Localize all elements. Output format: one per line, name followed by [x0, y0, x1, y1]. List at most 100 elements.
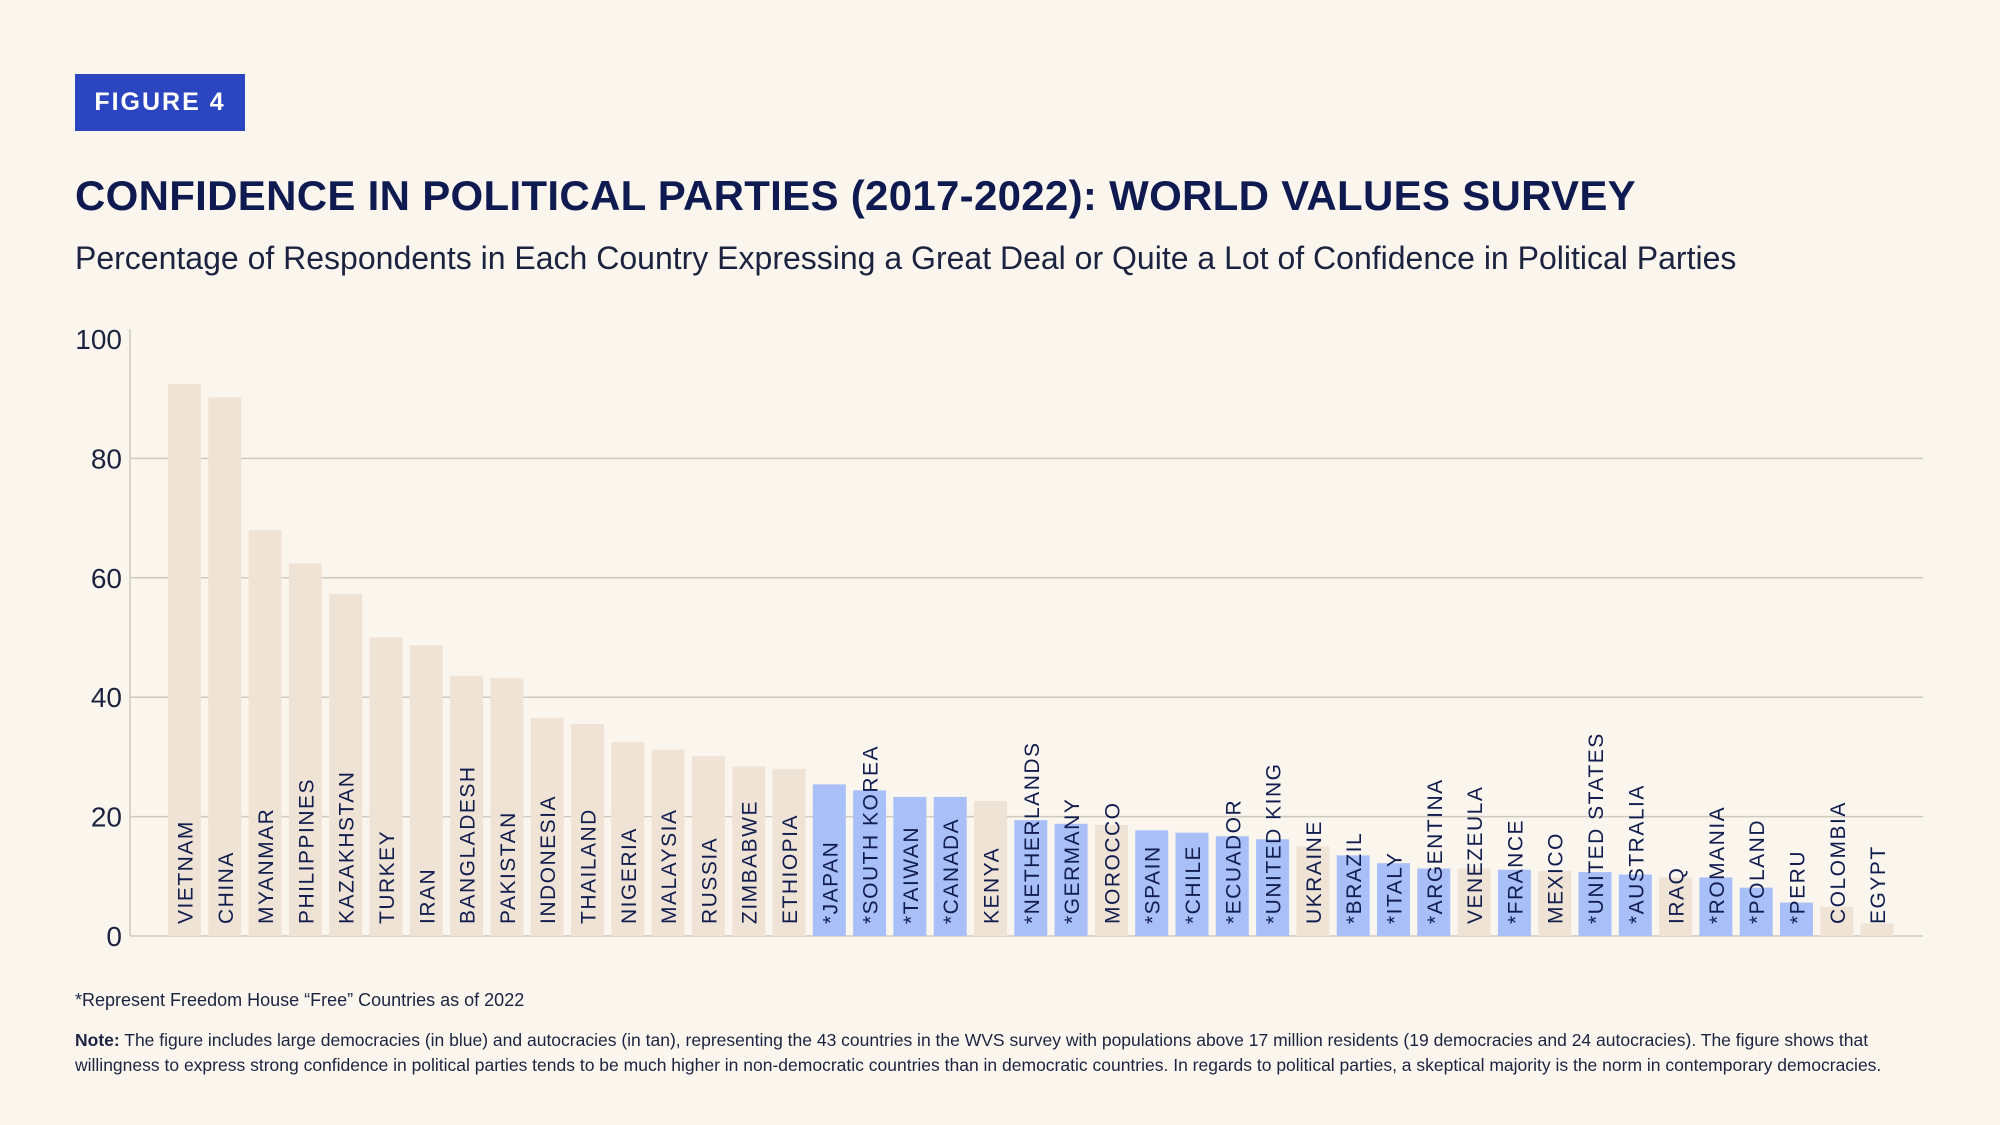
bar-malaysia: [651, 749, 685, 936]
bar-united-king: [1256, 839, 1290, 936]
bar-canada: [933, 796, 967, 936]
bar-pakistan: [490, 678, 524, 936]
x-tick-label: *SPAIN: [1142, 845, 1165, 924]
x-tick-label: *TAIWAN: [900, 826, 923, 924]
bar-netherlands: [1014, 820, 1048, 936]
x-tick-label: *CHILE: [1182, 845, 1205, 924]
bar-france: [1497, 869, 1531, 936]
x-tick-label: KENYA: [981, 847, 1004, 924]
x-tick-label: TURKEY: [376, 830, 399, 924]
x-tick-label: ETHIOPIA: [779, 814, 802, 924]
bar-zimbabwe: [732, 766, 766, 936]
x-tick-label: *NETHERLANDS: [1021, 741, 1044, 924]
bar-peru: [1780, 902, 1813, 936]
x-tick-label: ZIMBABWE: [739, 800, 762, 924]
x-tick-label: PAKISTAN: [497, 811, 520, 924]
chart-title: CONFIDENCE IN POLITICAL PARTIES (2017-20…: [75, 172, 1636, 219]
x-tick-label: RUSSIA: [698, 837, 721, 924]
x-tick-label: *BRAZIL: [1343, 832, 1366, 924]
y-tick-label: 20: [91, 802, 122, 833]
bar-poland: [1739, 887, 1773, 936]
x-tick-label: *ROMANIA: [1706, 806, 1729, 924]
bar-germany: [1054, 823, 1088, 936]
x-tick-label: *GERMANY: [1061, 798, 1084, 924]
note-text: The figure includes large democracies (i…: [75, 1030, 1882, 1075]
note: Note: The figure includes large democrac…: [75, 1028, 1935, 1078]
x-tick-label: *JAPAN: [819, 841, 842, 924]
y-tick-label: 80: [91, 443, 122, 474]
x-tick-label: MALAYSIA: [658, 809, 681, 924]
bar-brazil: [1336, 855, 1370, 936]
bar-venezeula: [1457, 868, 1491, 936]
x-tick-label: BANGLADESH: [457, 765, 480, 924]
x-tick-label: *ITALY: [1384, 852, 1407, 924]
bar-taiwan: [893, 796, 927, 936]
x-tick-label: *SOUTH KOREA: [860, 745, 883, 924]
bar-morocco: [1094, 824, 1128, 936]
y-tick-label: 100: [75, 324, 122, 355]
note-label: Note:: [75, 1030, 120, 1050]
bar-russia: [691, 756, 725, 936]
x-tick-label: VIETNAM: [175, 820, 198, 924]
bar-colombia: [1820, 906, 1854, 936]
bar-chile: [1175, 832, 1209, 936]
bar-vietnam: [168, 383, 201, 936]
x-tick-label: COLOMBIA: [1827, 801, 1850, 924]
bar-kenya: [974, 801, 1007, 936]
bar-south-korea: [853, 790, 887, 936]
x-tick-label: INDONESIA: [537, 795, 560, 924]
bar-thailand: [571, 724, 604, 936]
bar-mexico: [1538, 870, 1572, 936]
x-tick-label: *ECUADOR: [1222, 799, 1245, 924]
bar-ecuador: [1215, 836, 1249, 936]
bar-philippines: [288, 563, 322, 936]
bar-egypt: [1860, 923, 1894, 936]
bar-spain: [1135, 830, 1169, 936]
bar-myanmar: [248, 530, 282, 936]
x-tick-label: NIGERIA: [618, 827, 641, 924]
x-tick-label: *AUSTRALIA: [1625, 784, 1648, 924]
x-tick-label: KAZAKHSTAN: [336, 771, 359, 924]
y-tick-label: 0: [106, 921, 122, 952]
x-tick-label: *CANADA: [940, 818, 963, 924]
bar-bangladesh: [450, 675, 484, 936]
bar-nigeria: [611, 741, 645, 936]
x-tick-label: *UNITED KING: [1263, 762, 1286, 924]
bar-ukraine: [1296, 846, 1330, 936]
x-tick-label: *ARGENTINA: [1424, 778, 1447, 924]
footnote: *Represent Freedom House “Free” Countrie…: [75, 990, 525, 1010]
x-tick-label: MOROCCO: [1101, 802, 1124, 925]
bar-kazakhstan: [329, 593, 363, 936]
x-tick-label: MEXICO: [1545, 832, 1568, 924]
x-tick-label: IRAN: [416, 868, 439, 924]
x-tick-label: *FRANCE: [1504, 819, 1527, 924]
bar-romania: [1699, 877, 1733, 936]
bar-iraq: [1659, 877, 1693, 936]
x-tick-label: PHILIPPINES: [295, 778, 318, 924]
bar-china: [208, 397, 242, 937]
x-tick-label: *POLAND: [1746, 819, 1769, 924]
bar-turkey: [369, 637, 403, 936]
bar-japan: [812, 784, 846, 936]
bar-indonesia: [530, 718, 564, 936]
x-tick-label: VENEZEULA: [1464, 786, 1487, 924]
x-tick-label: CHINA: [215, 851, 238, 924]
x-tick-label: UKRAINE: [1303, 820, 1326, 924]
bar-italy: [1377, 863, 1410, 936]
bar-australia: [1618, 874, 1652, 936]
x-tick-label: IRAQ: [1666, 867, 1689, 924]
y-tick-label: 60: [91, 563, 122, 594]
x-tick-label: *PERU: [1787, 850, 1810, 924]
bar-argentina: [1417, 868, 1451, 936]
bar-iran: [409, 645, 443, 936]
x-tick-label: MYANMAR: [255, 808, 278, 924]
x-tick-label: THAILAND: [578, 808, 601, 924]
figure-badge: FIGURE 4: [75, 74, 245, 131]
x-tick-label: EGYPT: [1867, 845, 1890, 924]
y-tick-label: 40: [91, 682, 122, 713]
x-tick-label: *UNITED STATES: [1585, 732, 1608, 924]
bar-united-states: [1578, 872, 1612, 936]
bar-ethiopia: [772, 768, 806, 936]
chart-subtitle: Percentage of Respondents in Each Countr…: [75, 240, 1737, 276]
